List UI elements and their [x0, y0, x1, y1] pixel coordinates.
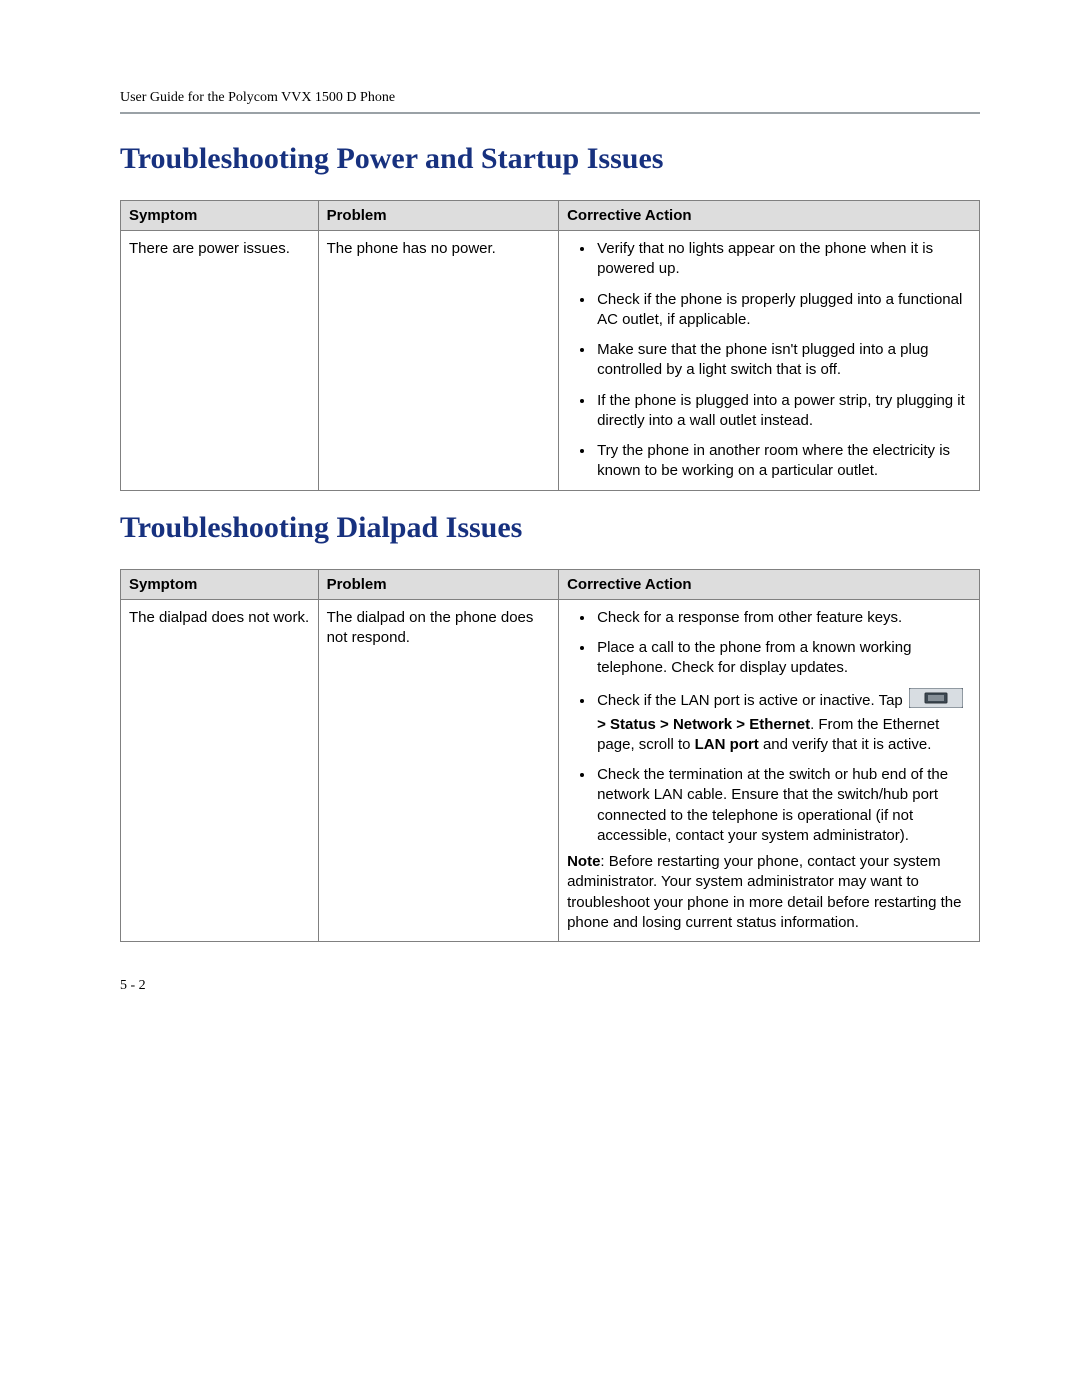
table-power-issues: Symptom Problem Corrective Action There …	[120, 200, 980, 491]
nav-path: > Status > Network > Ethernet	[597, 716, 810, 733]
note-label: Note	[567, 853, 600, 870]
note-paragraph: Note: Before restarting your phone, cont…	[567, 852, 971, 933]
list-item: Make sure that the phone isn't plugged i…	[595, 340, 971, 381]
section-title-dialpad: Troubleshooting Dialpad Issues	[120, 511, 980, 545]
col-header-problem: Problem	[318, 569, 559, 599]
header-rule	[120, 112, 980, 114]
document-page: User Guide for the Polycom VVX 1500 D Ph…	[0, 0, 1080, 1397]
text: Check if the LAN port is active or inact…	[597, 692, 907, 709]
section-title-power: Troubleshooting Power and Startup Issues	[120, 142, 980, 176]
col-header-symptom: Symptom	[121, 201, 319, 231]
list-item: Check for a response from other feature …	[595, 608, 971, 628]
table-row: There are power issues. The phone has no…	[121, 231, 980, 491]
list-item: Check the termination at the switch or h…	[595, 765, 971, 846]
table-header-row: Symptom Problem Corrective Action	[121, 201, 980, 231]
col-header-action: Corrective Action	[559, 569, 980, 599]
nav-bold: LAN port	[695, 736, 759, 753]
list-item: Check if the LAN port is active or inact…	[595, 688, 971, 755]
cell-actions: Check for a response from other feature …	[559, 599, 980, 942]
col-header-symptom: Symptom	[121, 569, 319, 599]
table-row: The dialpad does not work. The dialpad o…	[121, 599, 980, 942]
list-item: Try the phone in another room where the …	[595, 441, 971, 482]
actions-list: Verify that no lights appear on the phon…	[567, 239, 971, 482]
col-header-action: Corrective Action	[559, 201, 980, 231]
list-item: Verify that no lights appear on the phon…	[595, 239, 971, 280]
page-number: 5 - 2	[120, 978, 980, 994]
cell-problem: The dialpad on the phone does not respon…	[318, 599, 559, 942]
list-item: Check if the phone is properly plugged i…	[595, 290, 971, 331]
text: and verify that it is active.	[759, 736, 932, 753]
running-header: User Guide for the Polycom VVX 1500 D Ph…	[120, 90, 980, 106]
actions-list: Check for a response from other feature …	[567, 608, 971, 847]
menu-soft-key-icon	[909, 688, 963, 714]
table-header-row: Symptom Problem Corrective Action	[121, 569, 980, 599]
cell-symptom: There are power issues.	[121, 231, 319, 491]
cell-actions: Verify that no lights appear on the phon…	[559, 231, 980, 491]
table-dialpad-issues: Symptom Problem Corrective Action The di…	[120, 569, 980, 943]
note-body: : Before restarting your phone, contact …	[567, 853, 961, 931]
cell-problem: The phone has no power.	[318, 231, 559, 491]
col-header-problem: Problem	[318, 201, 559, 231]
list-item: If the phone is plugged into a power str…	[595, 391, 971, 432]
list-item: Place a call to the phone from a known w…	[595, 638, 971, 679]
cell-symptom: The dialpad does not work.	[121, 599, 319, 942]
